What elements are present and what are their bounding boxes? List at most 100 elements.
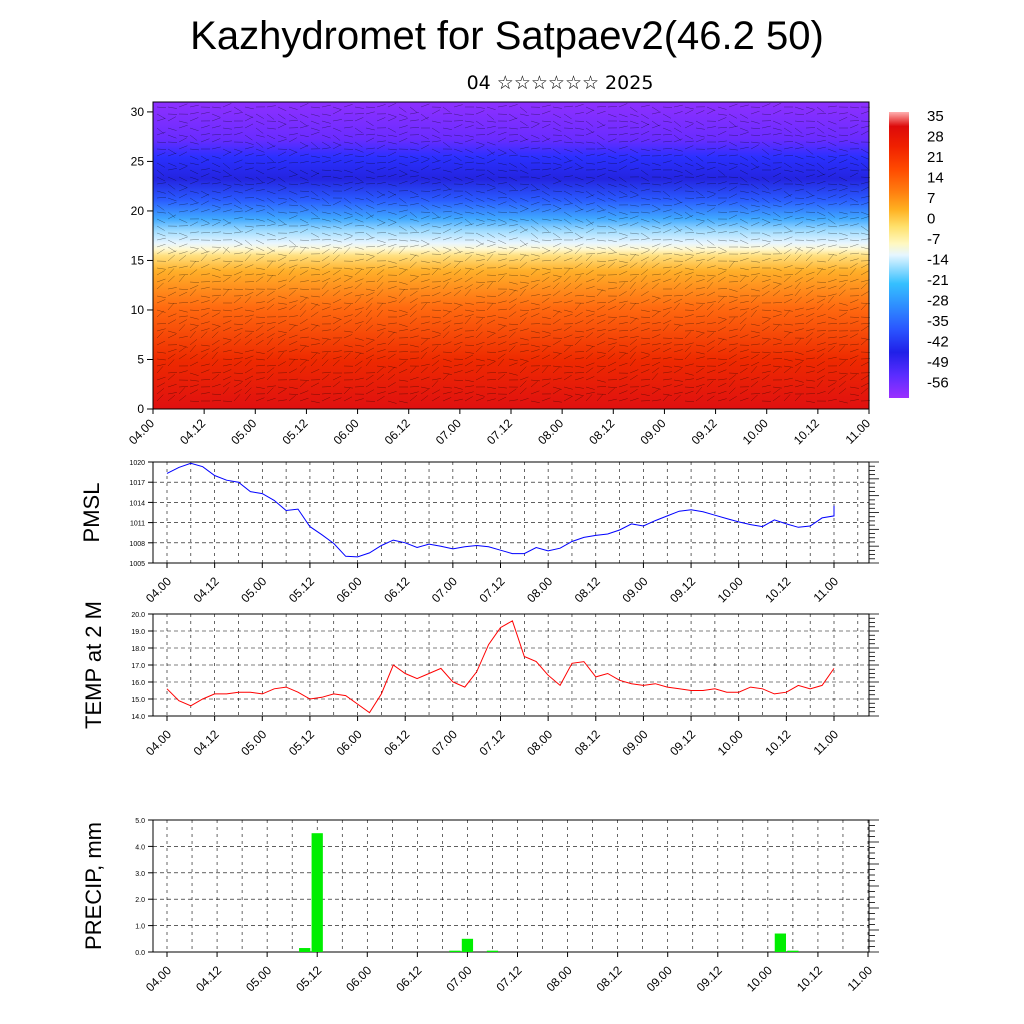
pmsl-plot: 1020 1017 1014 1011 1008 1005 04.00 04.12 05.00 0… [79, 460, 879, 605]
y-tick-label: 18.0 [131, 646, 145, 653]
x-tick-label: 05.12 [293, 963, 324, 994]
y-tick-label: 19.0 [131, 629, 145, 636]
x-tick-label: 07.00 [429, 727, 460, 758]
temperature-plot: 20.0 19.0 18.0 17.0 16.0 15.0 14.0 04.00 04.12 05… [81, 601, 879, 758]
y-tick-label: 2.0 [135, 897, 145, 904]
x-tick-label: 05.00 [238, 727, 269, 758]
x-tick-label: 04.00 [143, 727, 174, 758]
colorbar-ramp [889, 112, 909, 398]
x-tick-label: 06.00 [331, 416, 362, 447]
y-tick-label: 20.0 [131, 612, 145, 619]
colorbar-label: -28 [927, 293, 949, 310]
x-tick-label: 10.12 [794, 963, 825, 994]
x-tick-label: 05.00 [243, 963, 274, 994]
plot-frame [152, 461, 870, 564]
x-tick-label: 09.12 [667, 574, 698, 605]
y-axis-label: TEMP at 2 M [81, 601, 106, 729]
x-tick-label: 09.12 [694, 963, 725, 994]
plot-frame [152, 819, 870, 953]
colorbar-label: -56 [927, 375, 949, 392]
colorbar-label: 35 [927, 108, 944, 125]
x-tick-label: 05.12 [286, 574, 317, 605]
x-tick-label: 04.00 [126, 416, 157, 447]
colorbar-label: -35 [927, 313, 949, 330]
x-tick-label: 10.00 [715, 574, 746, 605]
x-tick-label: 08.12 [572, 727, 603, 758]
x-tick-label: 06.00 [334, 727, 365, 758]
x-tick-label: 07.00 [443, 963, 474, 994]
colorbar-label: -7 [927, 231, 940, 248]
y-tick-label: 3.0 [135, 871, 145, 878]
precip-bar [449, 950, 461, 952]
y-tick-label: 16.0 [131, 680, 145, 687]
y-axis-label: PRECIP, mm [81, 822, 106, 950]
chart-subtitle: 04 ☆☆☆☆☆☆ 2025 [466, 72, 654, 94]
y-tick-label: 0 [137, 402, 144, 416]
x-tick-label: 04.00 [143, 963, 174, 994]
y-tick-label: 1014 [129, 500, 145, 507]
precip-bar [486, 950, 499, 952]
precipitation-plot: 5.0 4.0 3.0 2.0 1.0 0.0 04.00 04.12 05.00 05.12 06… [81, 818, 879, 994]
y-tick-label: 5 [137, 352, 144, 366]
x-tick-label: 07.12 [493, 963, 524, 994]
cross-section-plot: 0 5 10 15 20 25 30 04.00 04.12 05.00 05.12 06.00 06.… [126, 101, 874, 447]
colorbar: 35 28 21 14 7 0 -7 -14 -21 -28 -35 -42 -49 -56 [889, 108, 949, 398]
y-tick-label: 10 [131, 303, 145, 317]
x-tick-label: 10.12 [762, 727, 793, 758]
x-tick-label: 05.00 [238, 574, 269, 605]
colorbar-label: -14 [927, 252, 949, 269]
precip-bar [299, 948, 311, 952]
y-tick-label: 15.0 [131, 697, 145, 704]
y-tick-label: 1020 [129, 460, 145, 467]
x-tick-label: 05.12 [286, 727, 317, 758]
x-tick-label: 07.12 [484, 416, 515, 447]
y-tick-label: 20 [131, 204, 145, 218]
x-tick-label: 09.00 [637, 416, 668, 447]
x-tick-label: 09.00 [619, 727, 650, 758]
x-tick-label: 07.00 [429, 574, 460, 605]
x-tick-label: 06.12 [393, 963, 424, 994]
precip-bar [774, 933, 787, 952]
y-tick-label: 17.0 [131, 663, 145, 670]
x-tick-label: 08.12 [572, 574, 603, 605]
x-tick-label: 08.00 [535, 416, 566, 447]
x-tick-label: 09.12 [689, 416, 720, 447]
x-tick-label: 04.12 [191, 574, 222, 605]
x-tick-label: 06.12 [382, 416, 413, 447]
x-tick-label: 10.00 [715, 727, 746, 758]
cross-section-field [153, 102, 869, 409]
x-tick-label: 09.12 [667, 727, 698, 758]
x-tick-label: 05.00 [228, 416, 259, 447]
x-tick-label: 08.12 [586, 416, 617, 447]
x-tick-label: 10.00 [744, 963, 775, 994]
colorbar-label: -49 [927, 354, 949, 371]
x-tick-label: 11.00 [845, 963, 876, 994]
x-tick-label: 06.12 [381, 574, 412, 605]
precip-bar [461, 938, 474, 952]
x-tick-label: 07.00 [433, 416, 464, 447]
colorbar-label: 7 [927, 190, 935, 207]
colorbar-label: 14 [927, 170, 944, 187]
series-line [166, 462, 835, 558]
x-tick-label: 06.00 [334, 574, 365, 605]
colorbar-label: 28 [927, 129, 944, 146]
x-tick-label: 04.12 [193, 963, 224, 994]
x-tick-label: 11.00 [811, 727, 842, 758]
y-tick-label: 0.0 [135, 950, 145, 957]
x-tick-label: 11.00 [843, 416, 874, 447]
precip-bar [787, 950, 799, 952]
x-tick-label: 10.00 [740, 416, 771, 447]
colorbar-label: -21 [927, 272, 949, 289]
y-axis-label: PMSL [79, 483, 104, 543]
y-tick-label: 1008 [129, 541, 145, 548]
x-tick-label: 08.00 [544, 963, 575, 994]
x-tick-label: 09.00 [619, 574, 650, 605]
colorbar-label: -42 [927, 334, 949, 351]
y-tick-label: 30 [131, 105, 145, 119]
y-tick-label: 1011 [130, 521, 145, 528]
x-tick-label: 10.12 [791, 416, 822, 447]
y-tick-label: 4.0 [135, 844, 145, 851]
y-tick-label: 25 [131, 154, 145, 168]
y-tick-label: 14.0 [131, 714, 145, 721]
